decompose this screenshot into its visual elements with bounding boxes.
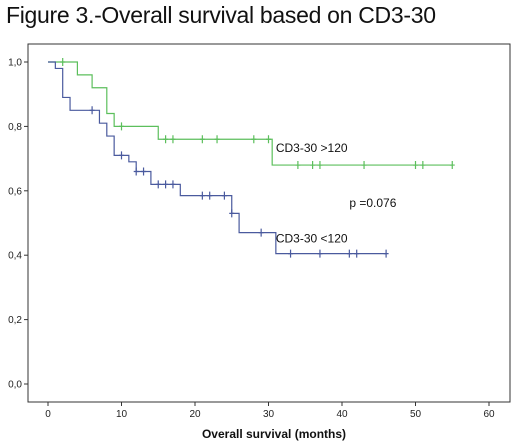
chart-axes: 0 10 20 30 40 50 60 0,0 0,2 0,4 0,6 0,8 1,0 [8, 43, 511, 420]
censor-mark-high [413, 161, 418, 170]
censor-mark-high [420, 161, 426, 170]
censor-mark-high [119, 122, 124, 131]
y-tick-label: 0,4 [8, 251, 22, 262]
chart-series [48, 58, 455, 258]
survival-curve-low [48, 61, 387, 255]
censor-mark-high [295, 161, 301, 170]
x-tick-label: 40 [336, 409, 348, 420]
censor-mark-high [60, 58, 66, 66]
censor-mark-high [251, 135, 257, 144]
chart-annotation: p =0.076 [349, 196, 396, 210]
censor-mark-high [361, 161, 367, 170]
censor-mark-high [449, 161, 455, 170]
y-tick-label: 0,8 [8, 122, 22, 133]
censor-mark-low [133, 167, 139, 176]
censor-mark-low [89, 106, 95, 115]
censor-mark-low [354, 249, 360, 258]
censor-mark-low [163, 180, 169, 189]
x-tick-label: 30 [263, 409, 275, 420]
censor-mark-high [310, 161, 316, 170]
chart-annotations: CD3-30 >120 p =0.076 CD3-30 <120 [276, 141, 397, 245]
x-tick-label: 0 [45, 409, 51, 420]
y-tick-label: 0,2 [8, 315, 22, 326]
censor-mark-high [266, 135, 271, 144]
x-tick-label: 10 [116, 409, 128, 420]
censor-mark-low [288, 249, 294, 258]
plot-frame [27, 43, 511, 403]
censor-mark-low [317, 249, 323, 258]
chart-annotation: CD3-30 >120 [276, 141, 348, 155]
censor-mark-high [317, 161, 323, 170]
censor-mark-low [170, 180, 176, 189]
censor-mark-low [258, 228, 264, 237]
censor-mark-high [170, 135, 176, 144]
y-tick-label: 1,0 [8, 58, 22, 69]
censor-mark-low [119, 151, 124, 160]
x-tick-label: 60 [483, 409, 495, 420]
censor-mark-low [155, 180, 161, 189]
chart-annotation: CD3-30 <120 [276, 231, 348, 245]
figure-title: Figure 3.-Overall survival based on CD3-… [6, 2, 436, 28]
x-axis-label: Overall survival (months) [202, 427, 346, 441]
censor-mark-low [221, 191, 227, 200]
x-tick-label: 50 [410, 409, 422, 420]
censor-mark-low [199, 191, 205, 200]
survival-curve-high [48, 61, 453, 166]
censor-mark-low [229, 209, 235, 218]
censor-mark-low [383, 249, 389, 258]
censor-mark-high [199, 135, 205, 144]
censor-mark-high [163, 135, 169, 144]
x-tick-label: 20 [189, 409, 201, 420]
censor-mark-low [141, 167, 147, 176]
censor-mark-low [346, 249, 352, 258]
censor-mark-low [207, 191, 213, 200]
y-tick-label: 0,6 [8, 186, 22, 197]
y-tick-label: 0,0 [8, 380, 22, 391]
censor-mark-high [214, 135, 220, 144]
